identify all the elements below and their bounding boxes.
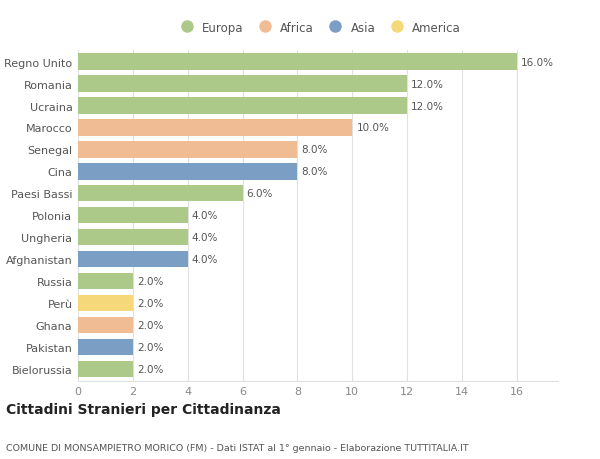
Bar	[78, 120, 352, 136]
Bar	[78, 251, 188, 268]
Bar	[78, 295, 133, 312]
Bar	[78, 185, 242, 202]
Text: 12.0%: 12.0%	[411, 79, 444, 90]
Bar	[78, 230, 188, 246]
Text: 2.0%: 2.0%	[137, 298, 163, 308]
Bar	[78, 142, 298, 158]
Bar	[78, 164, 298, 180]
Bar	[78, 273, 133, 290]
Bar	[78, 207, 188, 224]
Text: COMUNE DI MONSAMPIETRO MORICO (FM) - Dati ISTAT al 1° gennaio - Elaborazione TUT: COMUNE DI MONSAMPIETRO MORICO (FM) - Dat…	[6, 443, 469, 452]
Text: 12.0%: 12.0%	[411, 101, 444, 111]
Text: 2.0%: 2.0%	[137, 320, 163, 330]
Bar	[78, 339, 133, 355]
Bar	[78, 54, 517, 71]
Text: 8.0%: 8.0%	[302, 145, 328, 155]
Text: 16.0%: 16.0%	[521, 57, 554, 67]
Text: 2.0%: 2.0%	[137, 364, 163, 374]
Text: 4.0%: 4.0%	[192, 254, 218, 264]
Text: 8.0%: 8.0%	[302, 167, 328, 177]
Bar	[78, 98, 407, 114]
Text: 10.0%: 10.0%	[356, 123, 389, 133]
Text: 6.0%: 6.0%	[247, 189, 273, 199]
Text: Cittadini Stranieri per Cittadinanza: Cittadini Stranieri per Cittadinanza	[6, 402, 281, 416]
Bar	[78, 76, 407, 93]
Text: 4.0%: 4.0%	[192, 233, 218, 243]
Bar	[78, 361, 133, 377]
Text: 2.0%: 2.0%	[137, 342, 163, 352]
Text: 2.0%: 2.0%	[137, 276, 163, 286]
Legend: Europa, Africa, Asia, America: Europa, Africa, Asia, America	[172, 18, 464, 38]
Text: 4.0%: 4.0%	[192, 211, 218, 221]
Bar	[78, 317, 133, 333]
